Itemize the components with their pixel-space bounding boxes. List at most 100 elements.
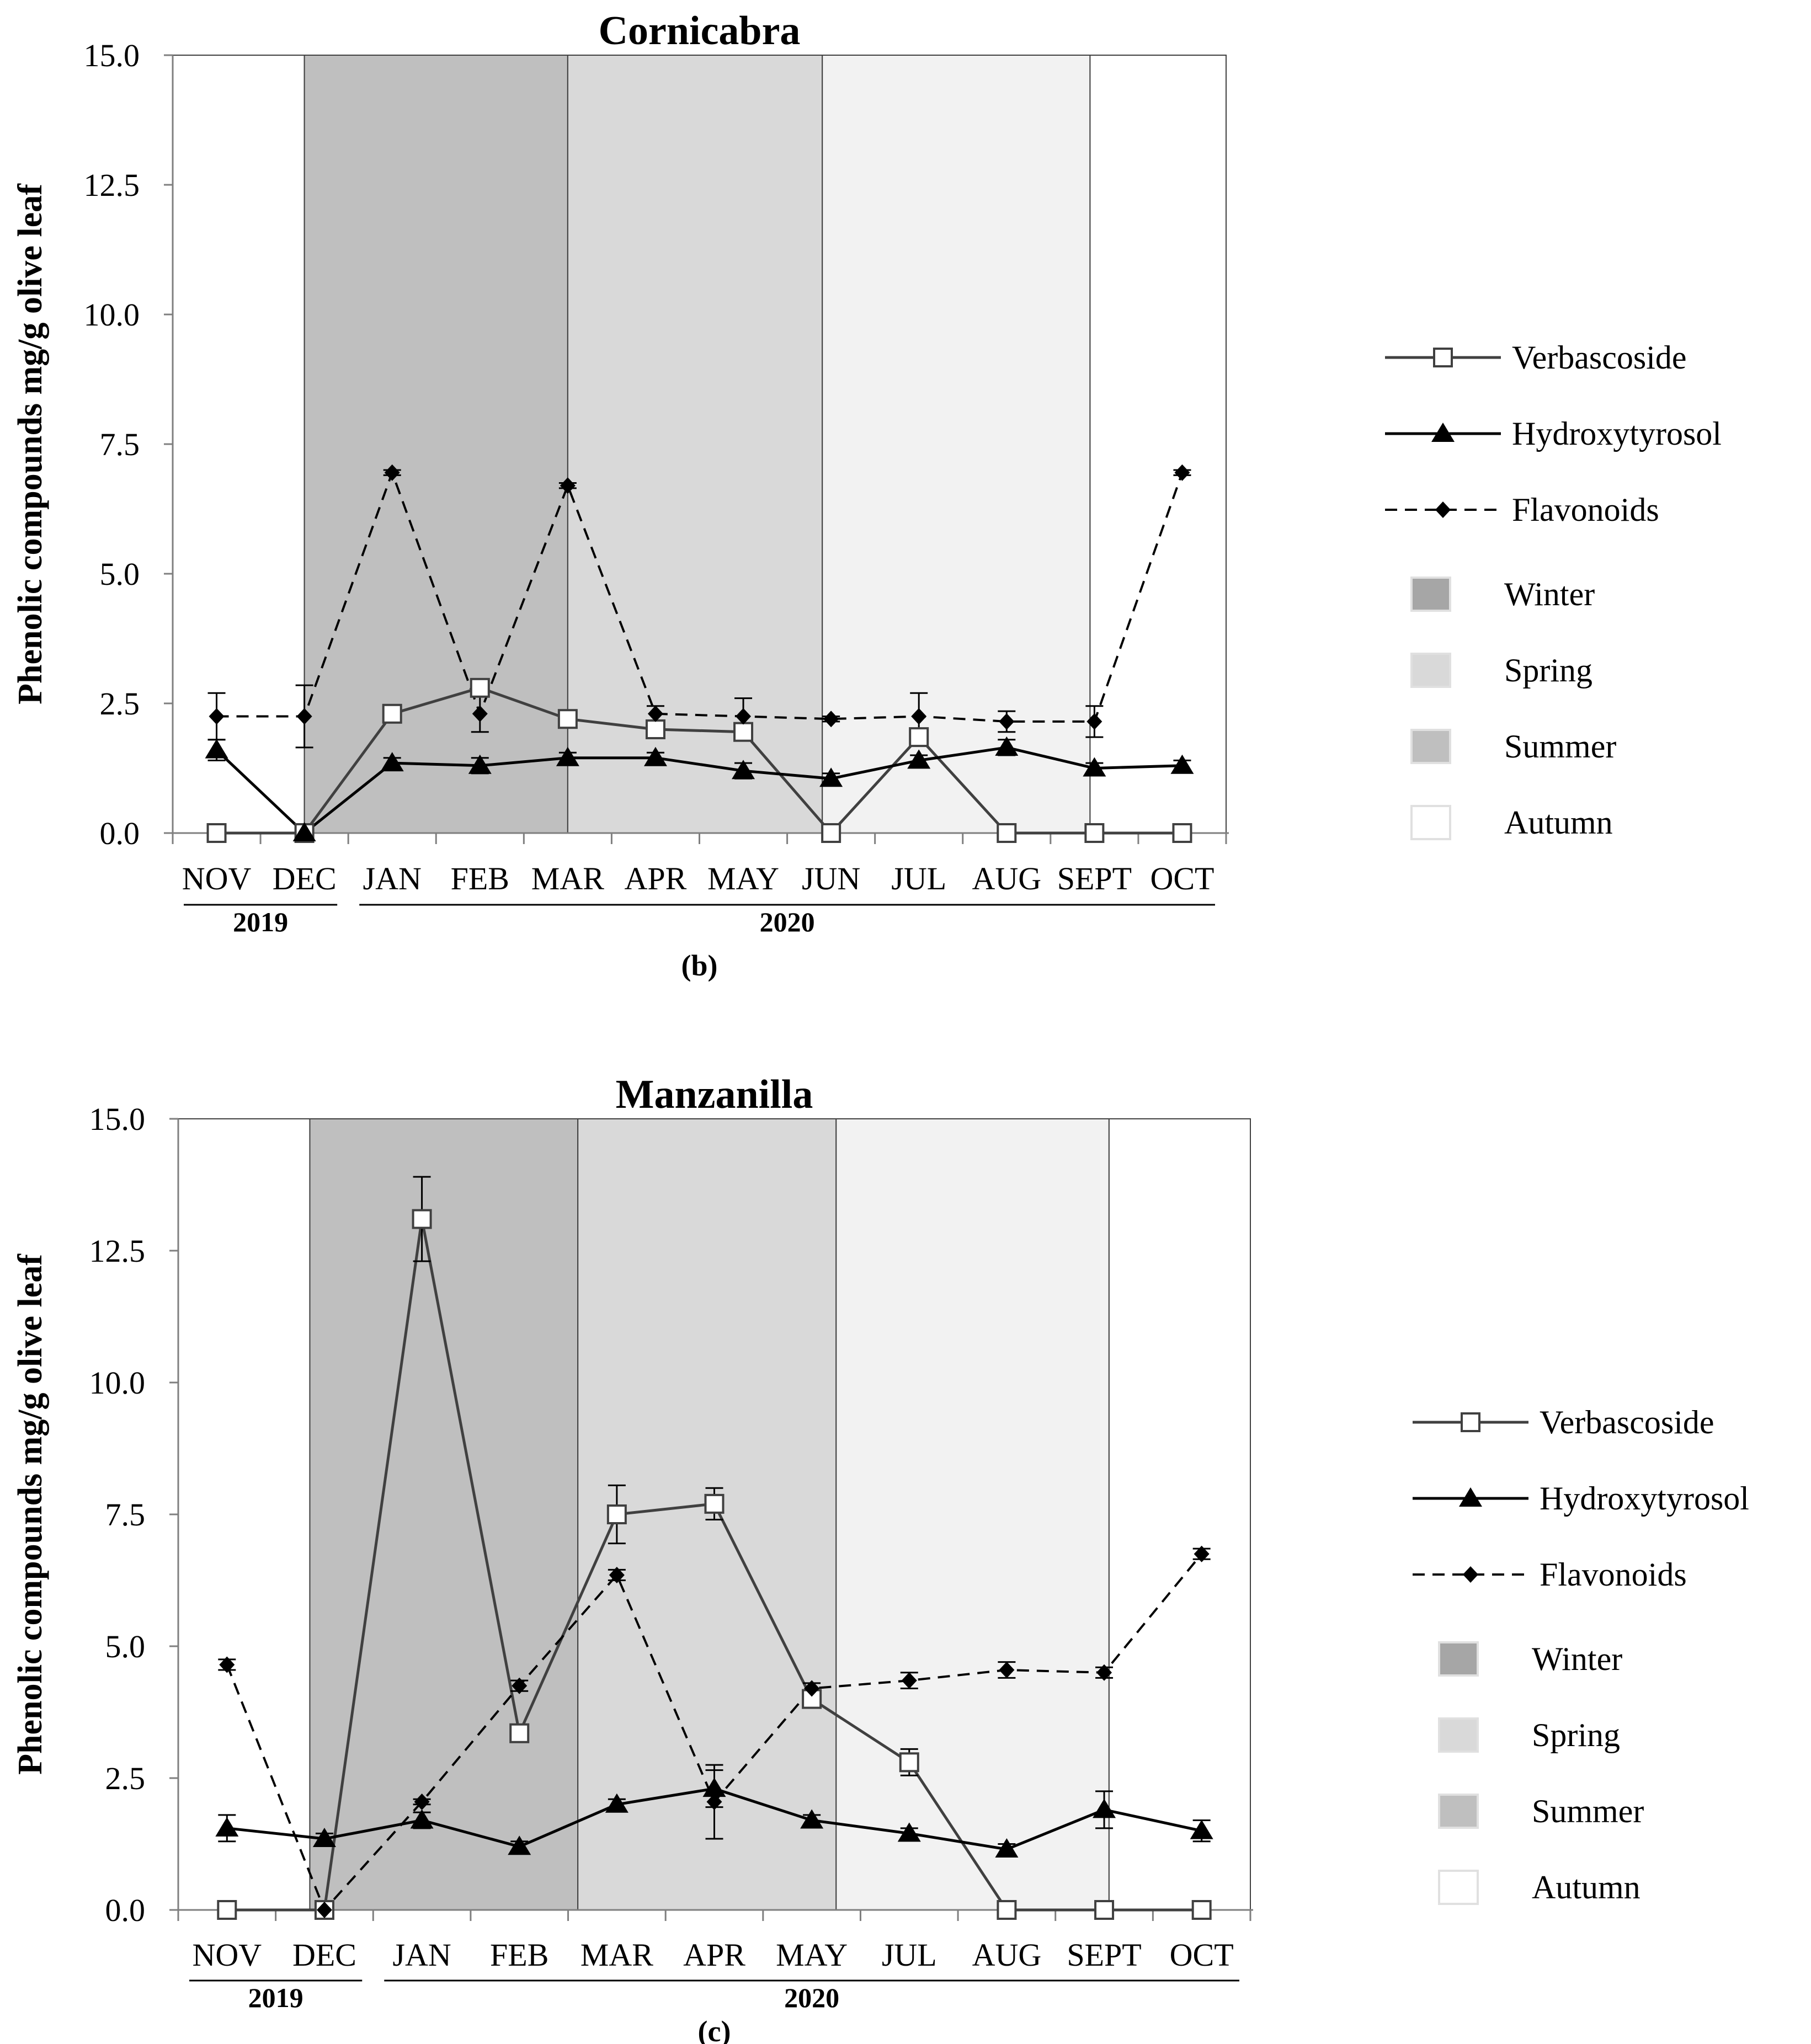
panel-label: (c) bbox=[698, 2015, 731, 2044]
legend-label-spring: Spring bbox=[1504, 652, 1592, 689]
y-tick-label: 2.5 bbox=[105, 1760, 146, 1796]
legend-swatch-summer bbox=[1410, 729, 1451, 764]
series-line-verbascoside bbox=[216, 686, 1183, 835]
y-tick-label: 15.0 bbox=[84, 38, 140, 73]
year-label-2020: 2020 bbox=[760, 906, 815, 937]
data-point-flavonoids bbox=[736, 708, 752, 725]
data-point-verbascoside bbox=[997, 1900, 1017, 1920]
x-tick-label-sept: SEPT bbox=[1067, 1937, 1141, 1973]
legend-label-winter: Winter bbox=[1532, 1641, 1622, 1677]
data-point-flavonoids bbox=[823, 711, 839, 728]
legend-swatch-autumn bbox=[1410, 805, 1451, 840]
data-point-flavonoids bbox=[296, 708, 312, 725]
data-point-verbascoside bbox=[470, 677, 490, 698]
data-point-verbascoside bbox=[606, 1504, 627, 1524]
x-tick-label-may: MAY bbox=[776, 1937, 848, 1973]
x-tick-label-sept: SEPT bbox=[1057, 861, 1132, 896]
data-point-hydroxytyrosol bbox=[702, 1778, 726, 1797]
y-axis-label: Phenolic compounds mg/g olive leaf bbox=[12, 1253, 49, 1775]
data-point-flavonoids bbox=[804, 1680, 820, 1697]
data-point-hydroxytyrosol bbox=[800, 1809, 824, 1829]
y-axis-label: Phenolic compounds mg/g olive leaf bbox=[12, 183, 49, 705]
x-tick-label-may: MAY bbox=[707, 861, 779, 896]
legend-swatch-summer bbox=[1438, 1794, 1479, 1829]
data-point-hydroxytyrosol bbox=[995, 1838, 1019, 1858]
legend-label-autumn: Autumn bbox=[1532, 1869, 1640, 1906]
data-point-hydroxytyrosol bbox=[1093, 1798, 1116, 1818]
season-band-autumn-4 bbox=[1089, 55, 1227, 834]
x-tick-label-oct: OCT bbox=[1170, 1937, 1234, 1973]
legend-marker-hydroxytyrosol bbox=[1459, 1487, 1482, 1507]
y-tick-label: 0.0 bbox=[100, 815, 140, 851]
data-point-verbascoside bbox=[557, 709, 578, 729]
y-tick-label: 7.5 bbox=[100, 426, 140, 462]
legend-marker-verbascoside bbox=[1433, 348, 1453, 367]
chart-title: Manzanilla bbox=[616, 1072, 813, 1117]
x-tick-label-jul: JUL bbox=[882, 1937, 937, 1973]
data-point-flavonoids bbox=[316, 1902, 332, 1918]
x-tick-label-mar: MAR bbox=[580, 1937, 653, 1973]
x-tick-label-dec: DEC bbox=[292, 1937, 356, 1973]
data-point-flavonoids bbox=[219, 1656, 235, 1673]
legend: Verbascoside Hydroxytyrosol Flavonoids Wint… bbox=[1413, 1404, 1749, 1906]
data-point-verbascoside bbox=[1172, 823, 1192, 843]
data-point-verbascoside bbox=[733, 722, 754, 742]
data-point-flavonoids bbox=[1174, 464, 1190, 481]
year-label-2019: 2019 bbox=[248, 1982, 303, 2013]
y-tick-label: 5.0 bbox=[100, 556, 140, 592]
legend-swatch-winter bbox=[1438, 1641, 1479, 1677]
data-point-hydroxytyrosol bbox=[1083, 757, 1106, 777]
legend-swatch-autumn bbox=[1438, 1870, 1479, 1905]
x-tick-label-nov: NOV bbox=[192, 1937, 262, 1973]
legend-label-hydroxytyrosol: Hydroxytyrosol bbox=[1512, 415, 1722, 452]
series-line-flavonoids bbox=[216, 469, 1184, 723]
y-tick-label: 0.0 bbox=[105, 1892, 146, 1928]
legend-label-summer: Summer bbox=[1504, 728, 1616, 765]
data-point-verbascoside bbox=[1094, 1900, 1115, 1920]
legend-marker-verbascoside bbox=[1461, 1412, 1480, 1432]
legend-label-autumn: Autumn bbox=[1504, 804, 1613, 841]
year-label-2019: 2019 bbox=[233, 906, 288, 937]
data-point-verbascoside bbox=[1084, 823, 1105, 843]
x-tick-label-jan: JAN bbox=[392, 1937, 451, 1973]
y-tick-label: 2.5 bbox=[100, 686, 140, 722]
x-tick-label-mar: MAR bbox=[531, 861, 604, 896]
x-tick-label-apr: APR bbox=[625, 861, 687, 896]
data-point-flavonoids bbox=[647, 705, 663, 722]
season-band-autumn-0 bbox=[178, 1118, 311, 1910]
data-point-verbascoside bbox=[1191, 1900, 1212, 1920]
data-point-flavonoids bbox=[1194, 1545, 1210, 1562]
data-point-hydroxytyrosol bbox=[732, 760, 755, 780]
y-tick-label: 12.5 bbox=[84, 167, 140, 203]
y-tick-label: 15.0 bbox=[89, 1101, 146, 1137]
y-tick-label: 10.0 bbox=[89, 1365, 146, 1401]
data-point-hydroxytyrosol bbox=[508, 1835, 531, 1855]
x-tick-label-feb: FEB bbox=[451, 861, 509, 896]
data-point-hydroxytyrosol bbox=[556, 746, 579, 766]
data-point-flavonoids bbox=[911, 708, 927, 725]
data-point-flavonoids bbox=[472, 705, 488, 722]
season-band-winter-1 bbox=[303, 55, 568, 834]
data-point-hydroxytyrosol bbox=[1190, 1819, 1213, 1839]
legend-marker-flavonoids bbox=[1435, 501, 1451, 518]
data-point-hydroxytyrosol bbox=[1170, 754, 1194, 774]
data-point-verbascoside bbox=[412, 1209, 432, 1229]
chart-manzanilla: 0.0 2.5 5.0 7.5 10.0 12.5 15.0 NOV DEC JAN FEB MAR A… bbox=[12, 1072, 1749, 2044]
data-point-flavonoids bbox=[209, 708, 225, 725]
data-point-flavonoids bbox=[1096, 1664, 1112, 1681]
data-point-flavonoids bbox=[706, 1794, 722, 1811]
x-tick-label-feb: FEB bbox=[490, 1937, 548, 1973]
x-tick-label-nov: NOV bbox=[182, 861, 252, 896]
legend-label-flavonoids: Flavonoids bbox=[1512, 492, 1659, 528]
season-band-winter-1 bbox=[309, 1118, 579, 1910]
data-point-verbascoside bbox=[704, 1493, 725, 1514]
data-point-hydroxytyrosol bbox=[643, 746, 667, 766]
data-point-flavonoids bbox=[999, 713, 1015, 730]
data-point-flavonoids bbox=[1086, 713, 1102, 730]
chart-title: Cornicabra bbox=[599, 8, 801, 54]
data-point-flavonoids bbox=[901, 1672, 917, 1689]
legend-label-flavonoids: Flavonoids bbox=[1540, 1556, 1687, 1593]
x-tick-label-dec: DEC bbox=[273, 861, 337, 896]
legend-label-hydroxytyrosol: Hydroxytyrosol bbox=[1540, 1480, 1749, 1517]
x-tick-label-aug: AUG bbox=[972, 861, 1041, 896]
